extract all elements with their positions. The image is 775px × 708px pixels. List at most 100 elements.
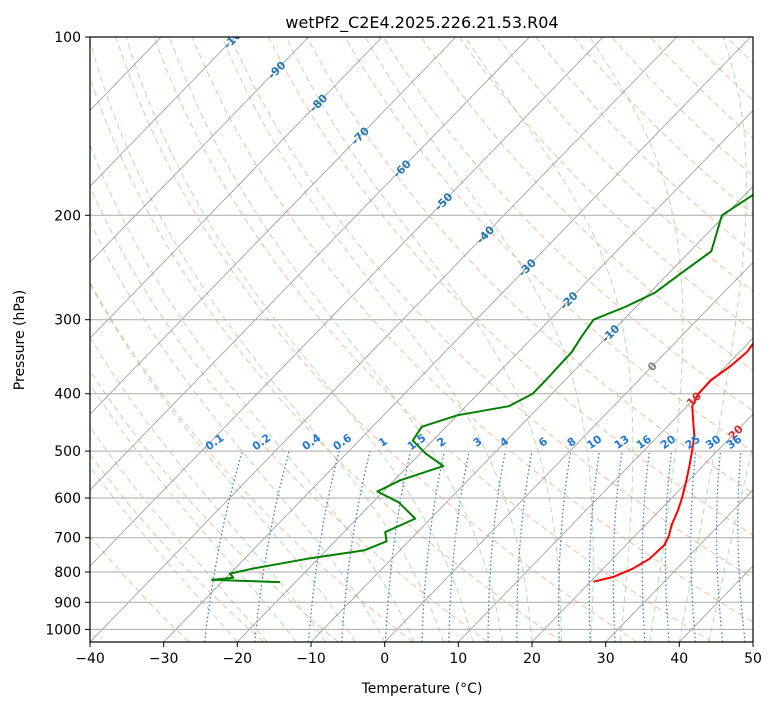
moist-adiabat-line xyxy=(90,336,327,642)
isotherm-label: 30 xyxy=(768,455,775,475)
mixing-ratio-line xyxy=(254,450,290,642)
y-tick-label: 600 xyxy=(54,491,81,507)
isotherm-line xyxy=(90,37,530,491)
moist-adiabat-line xyxy=(90,38,445,642)
dry-adiabat-line xyxy=(535,37,753,254)
moist-adiabat-line xyxy=(285,37,562,642)
isotherm-line xyxy=(90,37,678,642)
isotherm-line xyxy=(90,37,236,187)
mixing-ratio-label: 16 xyxy=(634,432,654,452)
x-tick-label: −20 xyxy=(223,651,253,667)
isotherm-line xyxy=(90,37,457,415)
isotherm-line xyxy=(458,337,753,642)
pressure-gridlines xyxy=(90,37,753,630)
moist-adiabat-line xyxy=(90,383,297,642)
mixing-ratio-line xyxy=(448,450,470,642)
x-tick-label: 0 xyxy=(380,651,389,667)
mixing-ratio-label: 0.1 xyxy=(203,431,226,453)
x-tick-label: −10 xyxy=(296,651,326,667)
moist-adiabat-line xyxy=(708,443,753,642)
x-tick-label: 30 xyxy=(597,651,615,667)
y-tick-label: 800 xyxy=(54,565,81,581)
moist-adiabat-line xyxy=(221,37,533,642)
mixing-ratio-lines xyxy=(204,450,746,642)
x-axis: −40 −30 −20 −10 0 10 20 30 40 50 xyxy=(75,642,762,667)
isotherm-line xyxy=(310,185,753,642)
y-tick-label: 700 xyxy=(54,531,81,547)
x-tick-label: 50 xyxy=(744,651,762,667)
moist-adiabat-line xyxy=(678,37,747,642)
y-tick-label: 300 xyxy=(54,313,81,329)
mixing-ratio-line xyxy=(385,450,412,642)
dry-adiabat-line xyxy=(90,75,563,642)
isotherm-line xyxy=(384,261,753,642)
y-tick-label: 1000 xyxy=(45,622,81,638)
mixing-ratio-label: 1.5 xyxy=(405,431,428,453)
dry-adiabat-line xyxy=(497,37,753,293)
isotherms xyxy=(90,37,753,642)
sounding-series xyxy=(211,193,753,584)
y-axis: 100 200 300 400 500 600 700 800 900 1000 xyxy=(45,30,90,638)
y-tick-label: 900 xyxy=(54,595,81,611)
mixing-ratio-line xyxy=(612,451,623,642)
moist-adiabat-line xyxy=(589,37,684,642)
moist-adiabat-line xyxy=(90,466,238,642)
mixing-ratio-line xyxy=(516,450,533,642)
y-axis-label: Pressure (hPa) xyxy=(12,290,28,390)
isotherm-line xyxy=(90,37,309,263)
isotherm-line xyxy=(163,37,751,642)
isotherm-line xyxy=(752,641,753,642)
mixing-ratio-label: 6 xyxy=(536,435,550,450)
dry-adiabat-line xyxy=(306,37,753,494)
mixing-ratio-label: 30 xyxy=(703,432,723,452)
isotherm-line xyxy=(237,109,753,642)
mixing-ratio-label: 0.4 xyxy=(300,431,324,453)
mixing-ratio-line xyxy=(716,451,724,642)
mixing-ratio-label: 0.6 xyxy=(331,431,355,453)
x-tick-label: −30 xyxy=(149,651,179,667)
mixing-ratio-line xyxy=(421,450,445,642)
mixing-ratio-line xyxy=(487,450,506,642)
moist-adiabat-line xyxy=(125,37,474,642)
isotherm-line xyxy=(531,413,753,642)
mixing-ratio-label: 25 xyxy=(683,433,703,452)
x-tick-label: 40 xyxy=(670,651,688,667)
dry-adiabat-line xyxy=(726,37,753,64)
moist-adiabat-line xyxy=(90,426,268,642)
dewpoint-profile-line xyxy=(211,193,753,584)
dry-adiabats xyxy=(90,37,753,642)
y-tick-label: 200 xyxy=(54,208,81,224)
moist-adiabat-line xyxy=(364,37,594,642)
dry-adiabat-line xyxy=(420,37,753,372)
mixing-ratio-line xyxy=(204,450,243,642)
dry-adiabat-line xyxy=(458,37,753,332)
y-tick-label: 100 xyxy=(54,30,81,46)
x-tick-label: 10 xyxy=(449,651,467,667)
mixing-ratio-label: 1 xyxy=(376,435,390,450)
moist-adiabat-line xyxy=(169,37,503,642)
moist-adiabats xyxy=(90,37,753,642)
plot-frame xyxy=(89,36,754,643)
temperature-profile-line xyxy=(593,342,753,583)
dry-adiabat-line xyxy=(649,37,753,139)
dry-adiabat-line xyxy=(191,37,753,623)
mixing-ratio-line xyxy=(690,451,697,642)
x-tick-label: 20 xyxy=(523,651,541,667)
moist-adiabat-line xyxy=(90,282,356,642)
dry-adiabat-line xyxy=(90,185,488,642)
mixing-ratio-label: 2 xyxy=(435,435,449,450)
dry-adiabat-line xyxy=(115,37,638,642)
isotherm-line xyxy=(605,489,753,642)
y-tick-label: 500 xyxy=(54,444,81,460)
dry-adiabat-line xyxy=(90,535,190,642)
x-tick-label: −40 xyxy=(75,651,105,667)
dry-adiabat-line xyxy=(688,37,753,102)
chart-title: wetPf2_C2E4.2025.226.21.53.R04 xyxy=(285,13,558,33)
dry-adiabat-line xyxy=(90,453,264,642)
mixing-ratio-label: 3 xyxy=(471,435,485,450)
mixing-ratio-line xyxy=(308,450,340,642)
dry-adiabat-line xyxy=(90,369,339,642)
isotherm-line xyxy=(90,37,604,567)
isotherm-line xyxy=(90,37,383,339)
